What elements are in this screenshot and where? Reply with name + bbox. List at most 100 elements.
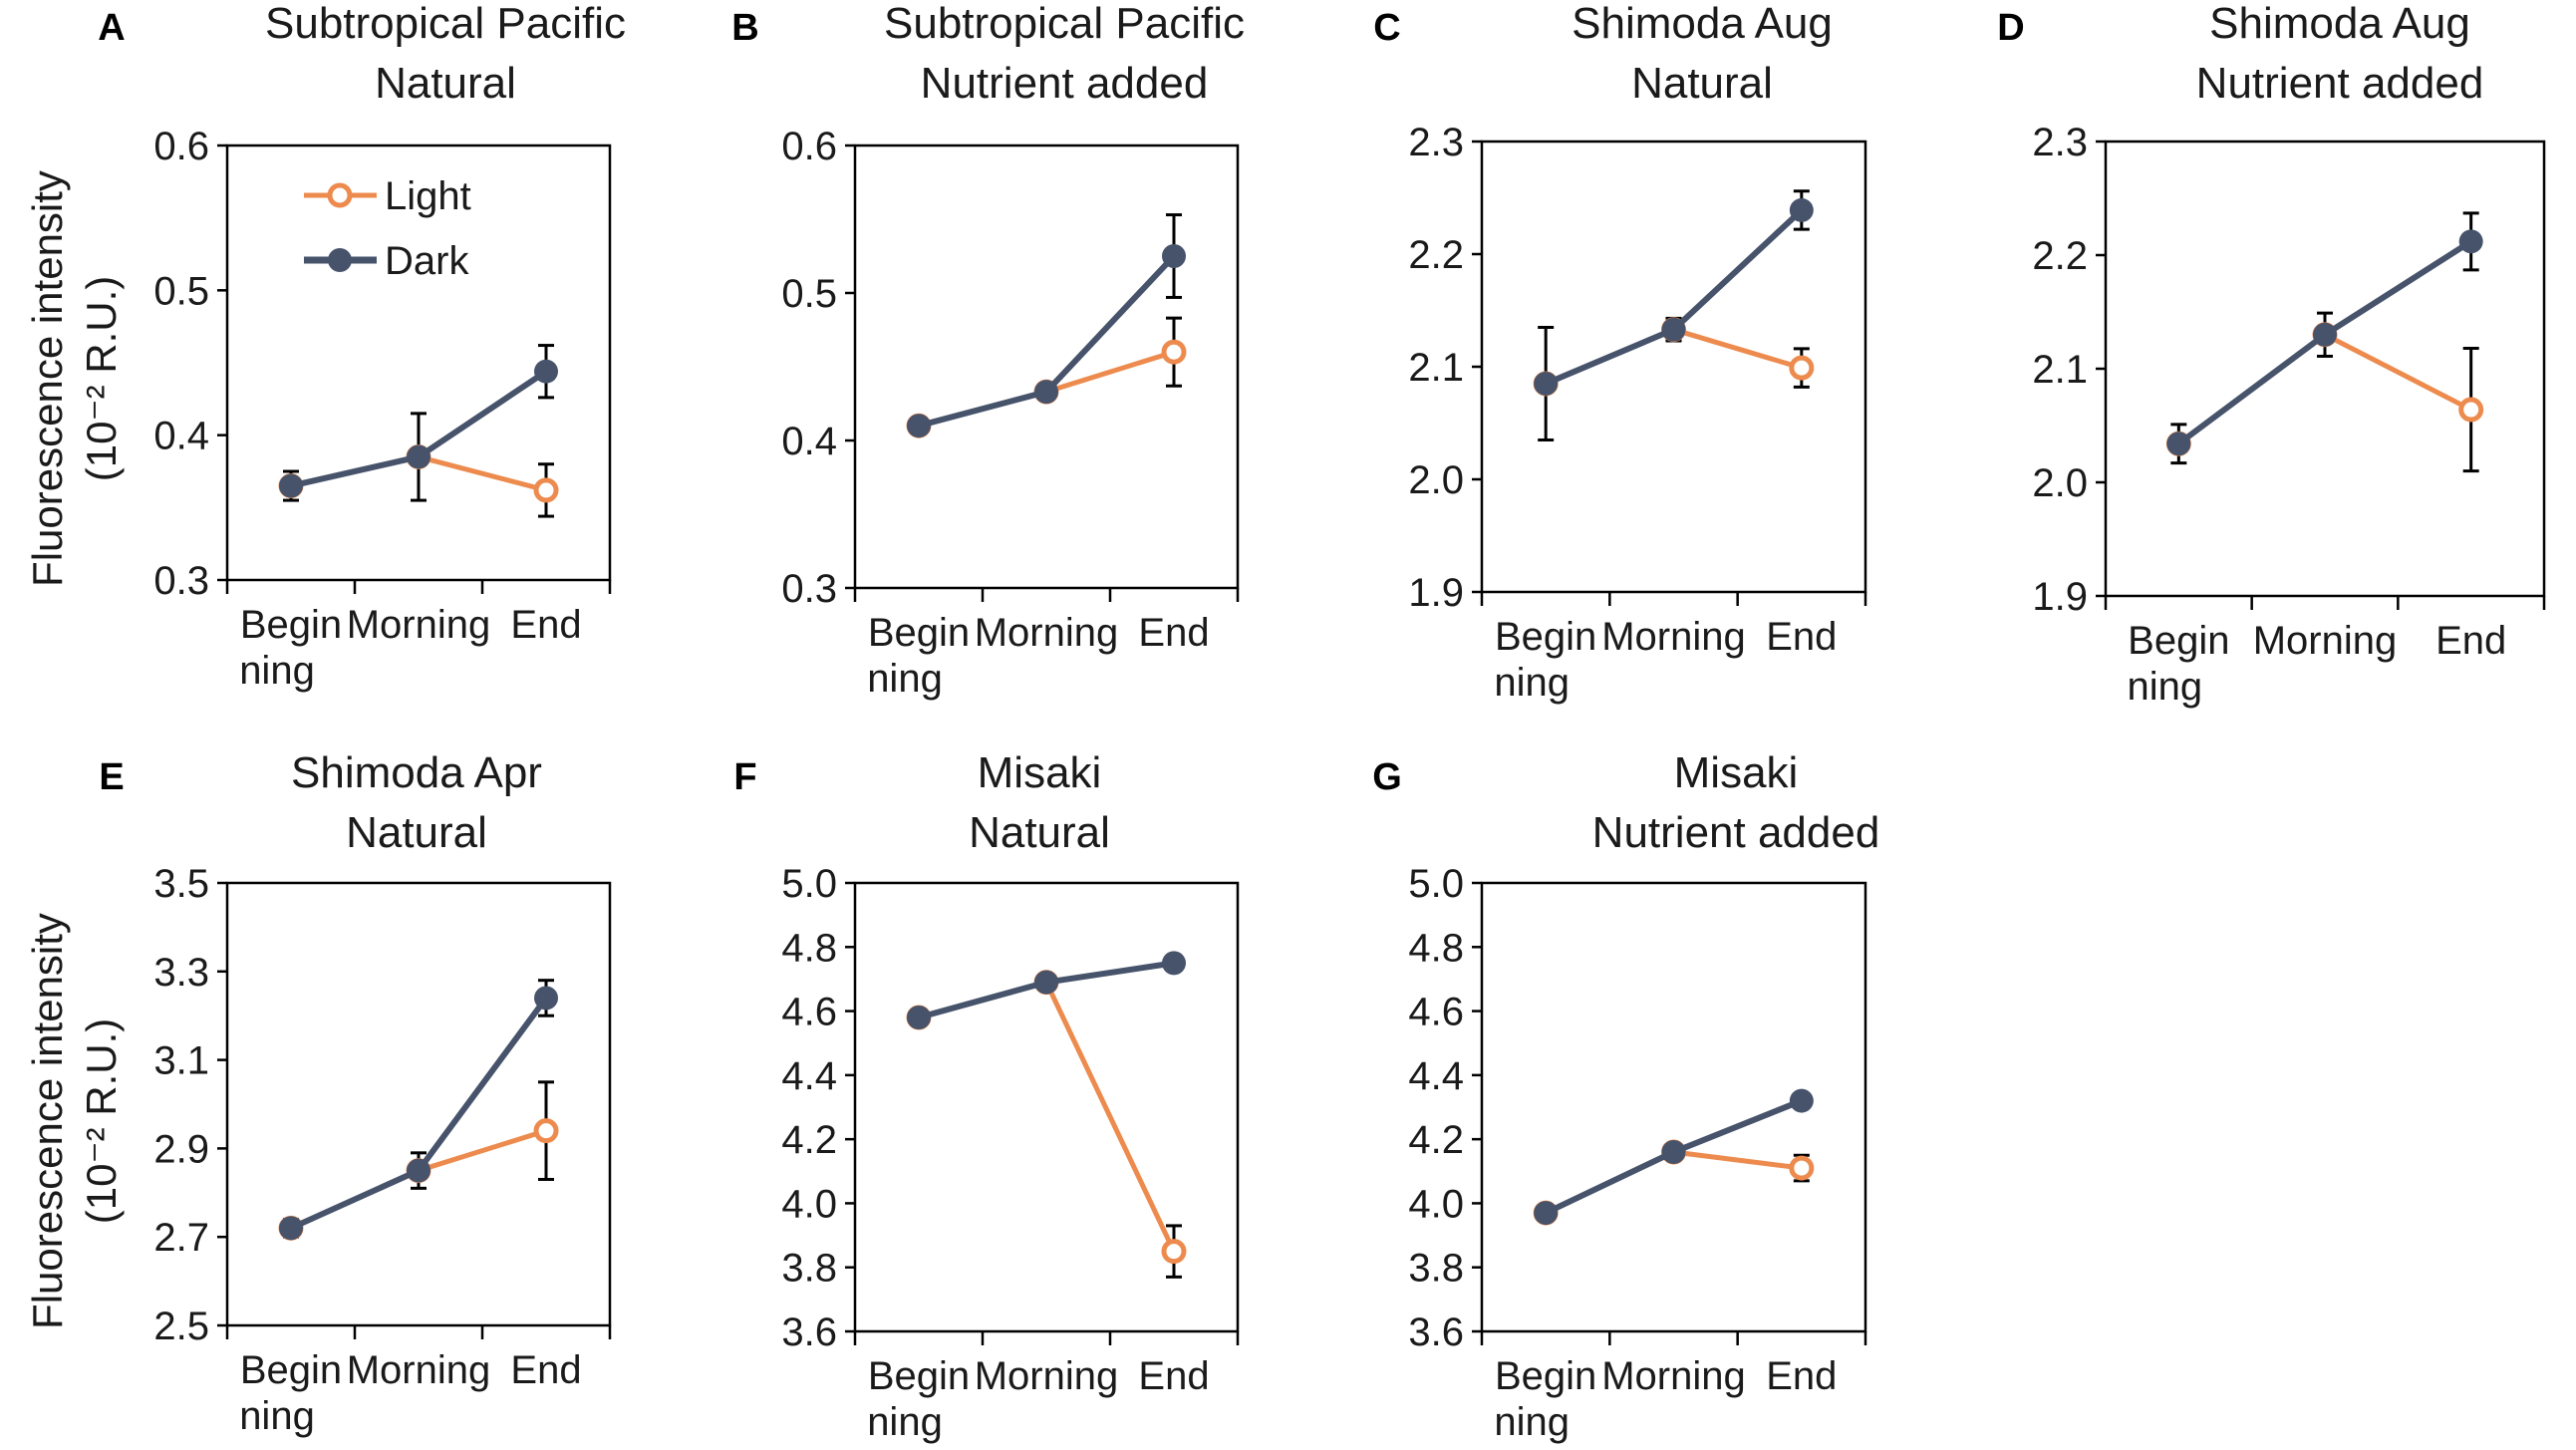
y-tick-label: 2.7 bbox=[153, 1216, 209, 1260]
y-tick-label: 0.4 bbox=[153, 415, 209, 458]
x-tick-label: End bbox=[1766, 1354, 1837, 1398]
y-tick-label: 3.5 bbox=[153, 862, 209, 906]
y-tick-label: 4.2 bbox=[781, 1118, 837, 1162]
data-point-dark bbox=[1162, 951, 1186, 976]
y-tick-label: 4.4 bbox=[781, 1054, 837, 1098]
y-tick-label: 3.3 bbox=[153, 951, 209, 995]
x-tick-label: ning bbox=[239, 1394, 315, 1438]
data-point-dark bbox=[1034, 380, 1058, 405]
x-tick-label: Morning bbox=[2253, 619, 2398, 663]
y-tick-label: 2.3 bbox=[2032, 121, 2088, 164]
data-point-dark bbox=[1534, 1201, 1559, 1226]
x-tick-label: Begin bbox=[1495, 615, 1596, 659]
x-tick-label: ning bbox=[867, 657, 943, 701]
panel-label: B bbox=[731, 7, 758, 49]
panel-b: B Subtropical Pacific Nutrient added 0.3 0.4… bbox=[731, 0, 1245, 701]
x-tick-label: End bbox=[1138, 1354, 1209, 1398]
y-tick-label: 4.8 bbox=[781, 926, 837, 970]
x-tick-label: End bbox=[1138, 611, 1209, 655]
y-tick-label: 4.2 bbox=[1408, 1118, 1464, 1162]
y-tick-label: 1.9 bbox=[1408, 571, 1464, 615]
y-tick-label: 2.2 bbox=[2032, 234, 2088, 278]
y-tick-label: 3.8 bbox=[781, 1247, 837, 1291]
panel-f: F Misaki Natural 3.6 3.8 4.0 4.2 4.4 4.6 4.8 5.0 Be… bbox=[733, 748, 1240, 1444]
data-point-dark bbox=[1789, 1088, 1814, 1113]
x-tick-label: ning bbox=[867, 1400, 943, 1444]
y-axis-label-line2: (10⁻² R.U.) bbox=[78, 276, 125, 482]
x-tick-label: End bbox=[1766, 615, 1837, 659]
data-point-light bbox=[2458, 397, 2484, 423]
data-point-dark bbox=[1661, 317, 1686, 342]
chart-title-line: Shimoda Apr bbox=[291, 748, 542, 797]
chart-title-line: Nutrient added bbox=[2196, 59, 2484, 108]
y-tick-label: 3.8 bbox=[1408, 1247, 1464, 1291]
x-tick-label: Morning bbox=[975, 1354, 1119, 1398]
legend-light-marker bbox=[327, 182, 353, 208]
y-tick-label: 4.6 bbox=[781, 991, 837, 1034]
data-point-light bbox=[533, 477, 559, 503]
x-tick-label: ning bbox=[2128, 665, 2203, 709]
legend-dark-marker bbox=[328, 248, 352, 272]
chart-title-line: Natural bbox=[346, 808, 487, 857]
data-point-dark bbox=[2313, 322, 2337, 347]
data-point-light bbox=[533, 1118, 559, 1144]
y-tick-label: 1.9 bbox=[2032, 575, 2088, 619]
x-tick-label: ning bbox=[1494, 661, 1570, 705]
plot-frame bbox=[2104, 140, 2546, 598]
x-tick-label: End bbox=[510, 1348, 581, 1392]
panel-label: A bbox=[98, 7, 125, 49]
chart-title-line: Subtropical Pacific bbox=[884, 0, 1245, 48]
y-tick-label: 0.5 bbox=[153, 269, 209, 313]
y-axis-label-row1: Fluorescence intensity (10⁻² R.U.) bbox=[24, 170, 125, 587]
data-point-dark bbox=[1534, 371, 1559, 396]
chart-title-line: Natural bbox=[969, 808, 1110, 857]
data-point-dark bbox=[907, 1006, 931, 1029]
y-axis-label-line1: Fluorescence intensity bbox=[24, 170, 71, 587]
y-tick-label: 0.3 bbox=[781, 567, 837, 611]
y-tick-label: 2.0 bbox=[2032, 461, 2088, 505]
chart-title-line: Natural bbox=[375, 59, 516, 108]
data-point-dark bbox=[1162, 244, 1186, 268]
x-tick-label: Morning bbox=[347, 1348, 491, 1392]
data-point-dark bbox=[279, 473, 303, 498]
chart-title-line: Subtropical Pacific bbox=[265, 0, 626, 48]
x-tick-label: Begin bbox=[2128, 619, 2229, 663]
data-point-dark bbox=[407, 1158, 430, 1183]
data-point-dark bbox=[1789, 197, 1814, 222]
panel-label: D bbox=[1997, 7, 2024, 49]
panels: A Subtropical PacificNatural0.30.40.50.6B… bbox=[98, 0, 2546, 1444]
chart-title-line: Nutrient added bbox=[921, 59, 1209, 108]
panel-label: E bbox=[99, 756, 124, 798]
x-tick-label: Morning bbox=[1601, 615, 1746, 659]
x-tick-label: End bbox=[2435, 619, 2506, 663]
legend-light-label: Light bbox=[385, 174, 471, 218]
y-tick-label: 4.8 bbox=[1408, 926, 1464, 970]
x-tick-label: Begin bbox=[868, 611, 970, 655]
y-axis-label-row2: Fluorescence intensity (10⁻² R.U.) bbox=[24, 913, 125, 1329]
y-tick-label: 4.0 bbox=[781, 1182, 837, 1226]
panel-c: C Shimoda Aug Natural 1.9 2.0 2.1 2.2 2.3 Beginn… bbox=[1373, 0, 1867, 705]
legend-dark-label: Dark bbox=[385, 239, 469, 283]
y-tick-label: 4.0 bbox=[1408, 1182, 1464, 1226]
x-tick-label: ning bbox=[1494, 1400, 1570, 1444]
panel-e: E Shimoda Apr Natural 2.5 2.7 2.9 3.1 3.3 3.5 Beg… bbox=[99, 748, 612, 1438]
y-tick-label: 0.3 bbox=[153, 559, 209, 603]
y-tick-label: 2.0 bbox=[1408, 458, 1464, 502]
chart-title-line: Shimoda Aug bbox=[2209, 0, 2470, 48]
data-point-dark bbox=[1661, 1140, 1686, 1164]
y-tick-label: 2.2 bbox=[1408, 233, 1464, 277]
panel-d: D Shimoda Aug Nutrient added 1.9 2.0 2.1 2.2 2.… bbox=[1997, 0, 2546, 709]
y-tick-label: 0.4 bbox=[781, 420, 837, 463]
series-line-dark bbox=[289, 996, 549, 1232]
y-tick-label: 4.4 bbox=[1408, 1054, 1464, 1098]
data-point-dark bbox=[1034, 970, 1058, 995]
y-tick-label: 2.3 bbox=[1408, 121, 1464, 164]
chart-title-line: Shimoda Aug bbox=[1572, 0, 1833, 48]
y-tick-label: 2.1 bbox=[2032, 348, 2088, 392]
legend: Light Dark bbox=[304, 174, 471, 283]
y-tick-label: 0.6 bbox=[781, 125, 837, 168]
panel-label: F bbox=[733, 756, 756, 798]
chart-title-line: Nutrient added bbox=[1592, 808, 1880, 857]
y-tick-label: 0.5 bbox=[781, 272, 837, 316]
